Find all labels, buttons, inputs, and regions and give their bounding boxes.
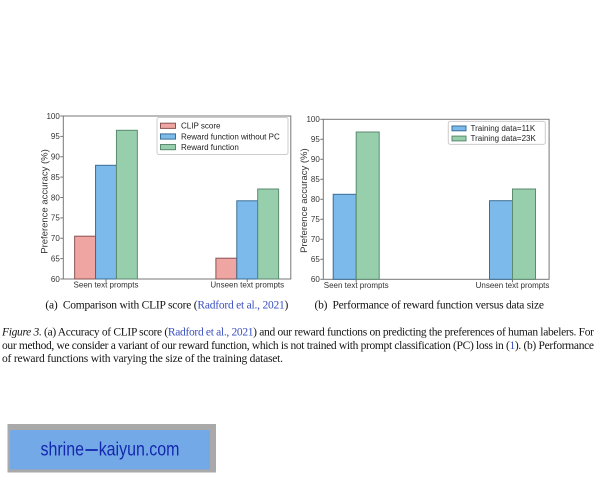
svg-text:Reward function: Reward function <box>181 143 239 152</box>
svg-text:70: 70 <box>51 234 60 243</box>
svg-text:95: 95 <box>311 135 320 144</box>
svg-text:Seen text prompts: Seen text prompts <box>324 281 389 290</box>
svg-text:60: 60 <box>311 275 320 284</box>
svg-text:our method, we consider a vari: our method, we consider a variant of our… <box>2 340 594 352</box>
svg-text:75: 75 <box>51 214 60 223</box>
svg-text:85: 85 <box>311 175 320 184</box>
svg-text:80: 80 <box>311 195 320 204</box>
svg-text:90: 90 <box>311 155 320 164</box>
svg-text:Training data=11K: Training data=11K <box>471 124 536 133</box>
svg-text:Preference accuracy (%): Preference accuracy (%) <box>39 149 50 254</box>
svg-text:60: 60 <box>51 275 60 284</box>
svg-text:65: 65 <box>311 255 320 264</box>
svg-text:shrine: shrine <box>41 440 85 461</box>
svg-text:CLIP score: CLIP score <box>181 122 221 131</box>
svg-text:(b) Performance of reward fun: (b) Performance of reward function versu… <box>315 299 545 311</box>
svg-text:85: 85 <box>51 173 60 182</box>
svg-text:Seen text prompts: Seen text prompts <box>74 280 139 289</box>
svg-text:100: 100 <box>306 115 320 124</box>
svg-text:Preference accuracy (%): Preference accuracy (%) <box>299 148 310 253</box>
svg-text:80: 80 <box>51 193 60 202</box>
svg-text:Training data=23K: Training data=23K <box>471 134 537 143</box>
svg-text:of reward functions with varyi: of reward functions with varying the siz… <box>2 353 283 365</box>
svg-text:kaiyun.com: kaiyun.com <box>99 440 180 461</box>
svg-text:75: 75 <box>311 215 320 224</box>
svg-text:65: 65 <box>51 254 60 263</box>
svg-text:95: 95 <box>51 132 60 141</box>
svg-text:Reward function without PC: Reward function without PC <box>181 132 280 141</box>
svg-text:70: 70 <box>311 235 320 244</box>
svg-text:90: 90 <box>51 153 60 162</box>
svg-text:100: 100 <box>46 112 60 121</box>
svg-text:Unseen text prompts: Unseen text prompts <box>210 280 284 289</box>
svg-text:(a) Comparison with CLIP scor: (a) Comparison with CLIP score (Radford … <box>45 299 288 311</box>
svg-text:Unseen text prompts: Unseen text prompts <box>476 281 550 290</box>
svg-text:Figure 3. (a) Accuracy of CLIP: Figure 3. (a) Accuracy of CLIP score (Ra… <box>1 327 594 339</box>
